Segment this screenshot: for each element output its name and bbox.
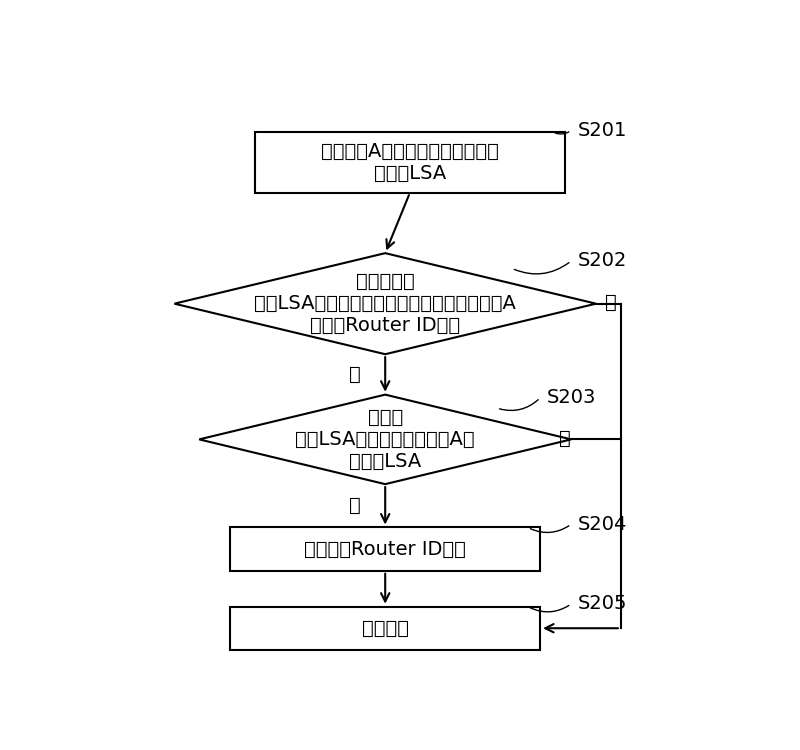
Text: S205: S205	[578, 595, 627, 613]
Text: S204: S204	[578, 514, 626, 534]
FancyArrowPatch shape	[530, 526, 569, 532]
Polygon shape	[255, 132, 565, 193]
Text: 路由设备A接收其他路由设备发来
的第一LSA: 路由设备A接收其他路由设备发来 的第一LSA	[321, 142, 499, 183]
FancyArrowPatch shape	[530, 605, 569, 612]
Text: S201: S201	[578, 121, 626, 140]
FancyArrowPatch shape	[499, 400, 538, 410]
FancyArrowPatch shape	[555, 132, 569, 134]
Text: 判断该
第一LSA是否是该路由设备A自
生成的LSA: 判断该 第一LSA是否是该路由设备A自 生成的LSA	[295, 408, 475, 471]
Text: 退出流程: 退出流程	[362, 619, 409, 638]
Text: 确定出现Router ID冲突: 确定出现Router ID冲突	[304, 539, 466, 559]
Text: 否: 否	[349, 496, 361, 515]
Text: 否: 否	[606, 292, 617, 311]
Text: 判断接收的
第一LSA中携带的路由器标识是否与路由设备A
自身的Router ID一致: 判断接收的 第一LSA中携带的路由器标识是否与路由设备A 自身的Router I…	[254, 272, 516, 335]
Text: S202: S202	[578, 251, 626, 271]
Polygon shape	[199, 394, 571, 484]
Text: S203: S203	[546, 388, 596, 407]
Polygon shape	[230, 607, 540, 650]
Polygon shape	[230, 527, 540, 571]
FancyArrowPatch shape	[514, 262, 569, 274]
Polygon shape	[174, 254, 596, 354]
Text: 是: 是	[349, 365, 361, 384]
Text: 是: 是	[558, 429, 570, 448]
